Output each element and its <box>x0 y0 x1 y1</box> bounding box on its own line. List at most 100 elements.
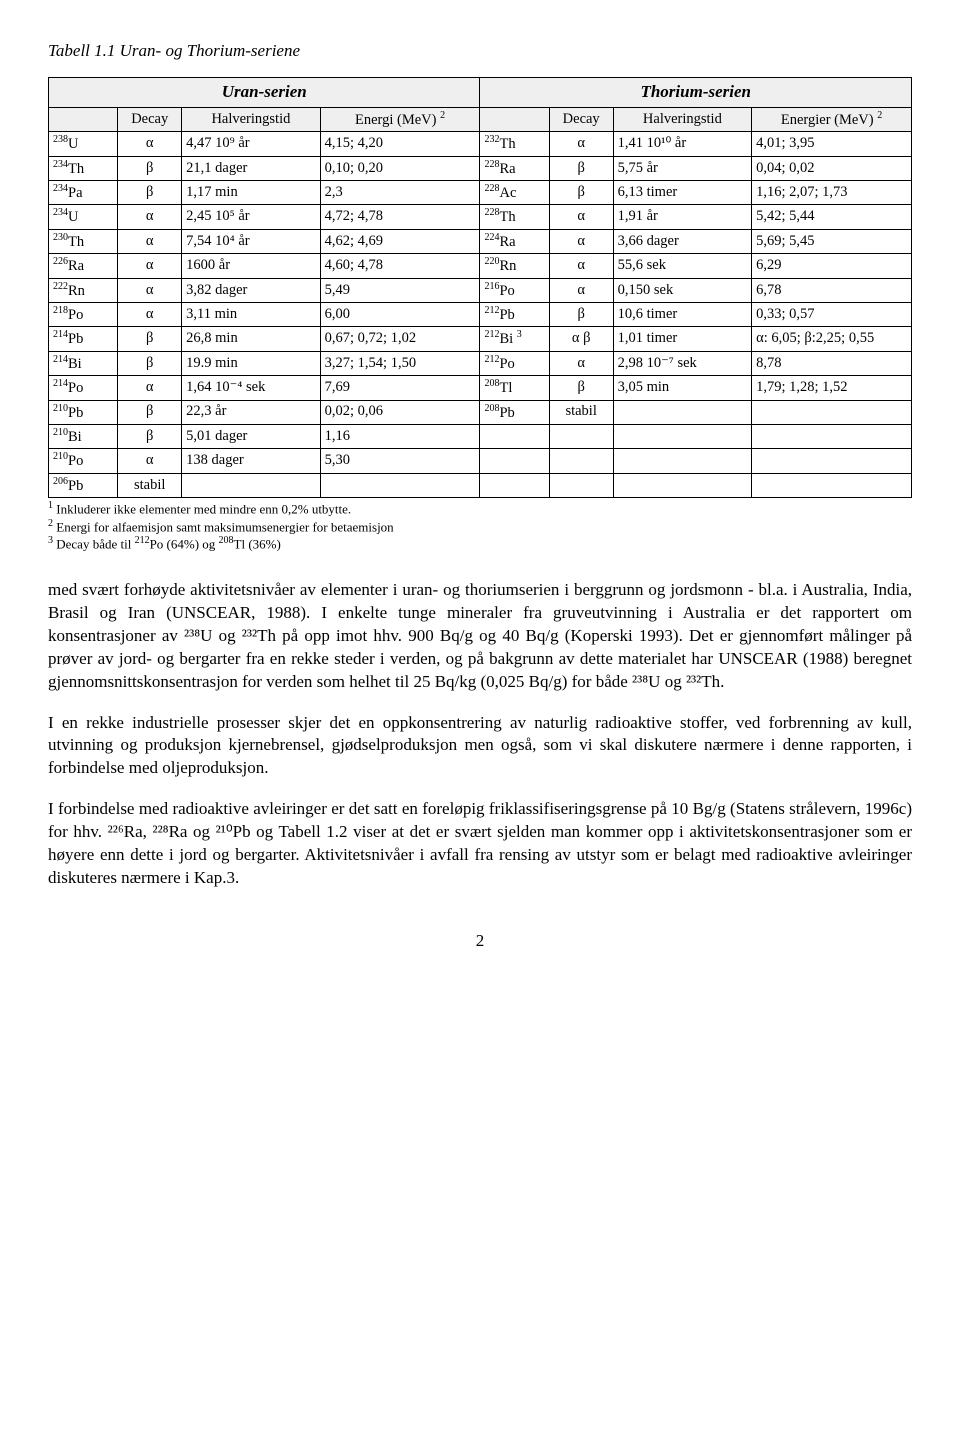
table-cell: β <box>118 156 182 180</box>
table-cell: α <box>118 205 182 229</box>
table-cell: 22,3 år <box>182 400 321 424</box>
table-cell: 212Pb <box>480 303 549 327</box>
table-cell <box>549 424 613 448</box>
table-row: 214Pbβ26,8 min0,67; 0,72; 1,02212Bi 3α β… <box>49 327 912 351</box>
col-blank-u <box>49 107 118 131</box>
table-footnotes: 1 Inkluderer ikke elementer med mindre e… <box>48 500 912 553</box>
table-cell: 230Th <box>49 229 118 253</box>
table-cell: 214Po <box>49 376 118 400</box>
col-energy-t: Energier (MeV) 2 <box>752 107 912 131</box>
table-cell: β <box>118 400 182 424</box>
table-cell: 7,69 <box>320 376 480 400</box>
table-cell <box>613 473 752 497</box>
col-decay-u: Decay <box>118 107 182 131</box>
table-cell: 2,98 10⁻⁷ sek <box>613 351 752 375</box>
table-cell: 210Po <box>49 449 118 473</box>
table-cell: 0,04; 0,02 <box>752 156 912 180</box>
table-cell: β <box>118 351 182 375</box>
table-cell: β <box>118 181 182 205</box>
col-half-u: Halveringstid <box>182 107 321 131</box>
footnote: 3 Decay både til 212Po (64%) og 208Tl (3… <box>48 535 912 553</box>
table-cell <box>613 400 752 424</box>
table-cell: 138 dager <box>182 449 321 473</box>
table-cell: 3,66 dager <box>613 229 752 253</box>
table-cell: α <box>549 132 613 156</box>
table-cell: 226Ra <box>49 254 118 278</box>
table-cell: 228Th <box>480 205 549 229</box>
table-cell: 214Bi <box>49 351 118 375</box>
table-cell: α <box>118 278 182 302</box>
table-cell: 1,16; 2,07; 1,73 <box>752 181 912 205</box>
table-cell: 5,42; 5,44 <box>752 205 912 229</box>
table-cell: 210Pb <box>49 400 118 424</box>
table-cell: 5,30 <box>320 449 480 473</box>
table-cell: 0,10; 0,20 <box>320 156 480 180</box>
table-cell: 212Po <box>480 351 549 375</box>
table-row: 210Poα138 dager5,30 <box>49 449 912 473</box>
col-decay-t: Decay <box>549 107 613 131</box>
table-cell: stabil <box>118 473 182 497</box>
table-row: 226Raα1600 år4,60; 4,78220Rnα55,6 sek6,2… <box>49 254 912 278</box>
table-cell: 1,91 år <box>613 205 752 229</box>
table-cell: 232Th <box>480 132 549 156</box>
table-cell: 210Bi <box>49 424 118 448</box>
col-blank-t <box>480 107 549 131</box>
table-cell: 1,17 min <box>182 181 321 205</box>
table-cell: α <box>118 449 182 473</box>
table-cell: 21,1 dager <box>182 156 321 180</box>
table-cell: β <box>549 181 613 205</box>
table-cell: 0,67; 0,72; 1,02 <box>320 327 480 351</box>
page-number: 2 <box>48 930 912 953</box>
table-cell: 212Bi 3 <box>480 327 549 351</box>
table-cell: 216Po <box>480 278 549 302</box>
table-cell: 6,78 <box>752 278 912 302</box>
table-row: 234Paβ1,17 min2,3228Acβ6,13 timer1,16; 2… <box>49 181 912 205</box>
table-cell <box>752 473 912 497</box>
table-row: 222Rnα3,82 dager5,49216Poα0,150 sek6,78 <box>49 278 912 302</box>
table-row: 230Thα7,54 10⁴ år4,62; 4,69224Raα3,66 da… <box>49 229 912 253</box>
table-cell: α β <box>549 327 613 351</box>
table-cell: 5,69; 5,45 <box>752 229 912 253</box>
table-cell: 0,33; 0,57 <box>752 303 912 327</box>
table-cell: 3,11 min <box>182 303 321 327</box>
table-cell: β <box>118 327 182 351</box>
table-cell <box>752 424 912 448</box>
table-cell <box>752 449 912 473</box>
table-cell: 1,64 10⁻⁴ sek <box>182 376 321 400</box>
table-cell: β <box>549 156 613 180</box>
table-cell: 3,82 dager <box>182 278 321 302</box>
table-cell: α: 6,05; β:2,25; 0,55 <box>752 327 912 351</box>
table-cell <box>320 473 480 497</box>
table-cell: stabil <box>549 400 613 424</box>
table-cell: 220Rn <box>480 254 549 278</box>
table-cell <box>549 449 613 473</box>
table-cell: 218Po <box>49 303 118 327</box>
table-row: 238Uα4,47 10⁹ år4,15; 4,20232Thα1,41 10¹… <box>49 132 912 156</box>
table-row: 234Uα2,45 10⁵ år4,72; 4,78228Thα1,91 år5… <box>49 205 912 229</box>
table-row: 214Poα1,64 10⁻⁴ sek7,69208Tlβ3,05 min1,7… <box>49 376 912 400</box>
table-row: 210Biβ5,01 dager1,16 <box>49 424 912 448</box>
table-cell: 0,150 sek <box>613 278 752 302</box>
table-cell <box>613 424 752 448</box>
table-cell <box>752 400 912 424</box>
table-cell <box>613 449 752 473</box>
table-cell: 3,05 min <box>613 376 752 400</box>
table-cell: α <box>549 229 613 253</box>
table-cell: 26,8 min <box>182 327 321 351</box>
table-cell: 6,29 <box>752 254 912 278</box>
table-cell: 4,01; 3,95 <box>752 132 912 156</box>
table-cell: 5,01 dager <box>182 424 321 448</box>
table-cell: 228Ra <box>480 156 549 180</box>
table-cell: 234Th <box>49 156 118 180</box>
table-cell: 234Pa <box>49 181 118 205</box>
body-paragraph: I forbindelse med radioaktive avleiringe… <box>48 798 912 890</box>
table-row: 210Pbβ22,3 år0,02; 0,06208Pbstabil <box>49 400 912 424</box>
table-cell: 1,01 timer <box>613 327 752 351</box>
table-cell: 1,41 10¹⁰ år <box>613 132 752 156</box>
table-cell: β <box>549 303 613 327</box>
table-cell: 4,15; 4,20 <box>320 132 480 156</box>
table-cell: 1,79; 1,28; 1,52 <box>752 376 912 400</box>
body-paragraph: med svært forhøyde aktivitetsnivåer av e… <box>48 579 912 694</box>
table-cell: 222Rn <box>49 278 118 302</box>
table-cell <box>480 424 549 448</box>
